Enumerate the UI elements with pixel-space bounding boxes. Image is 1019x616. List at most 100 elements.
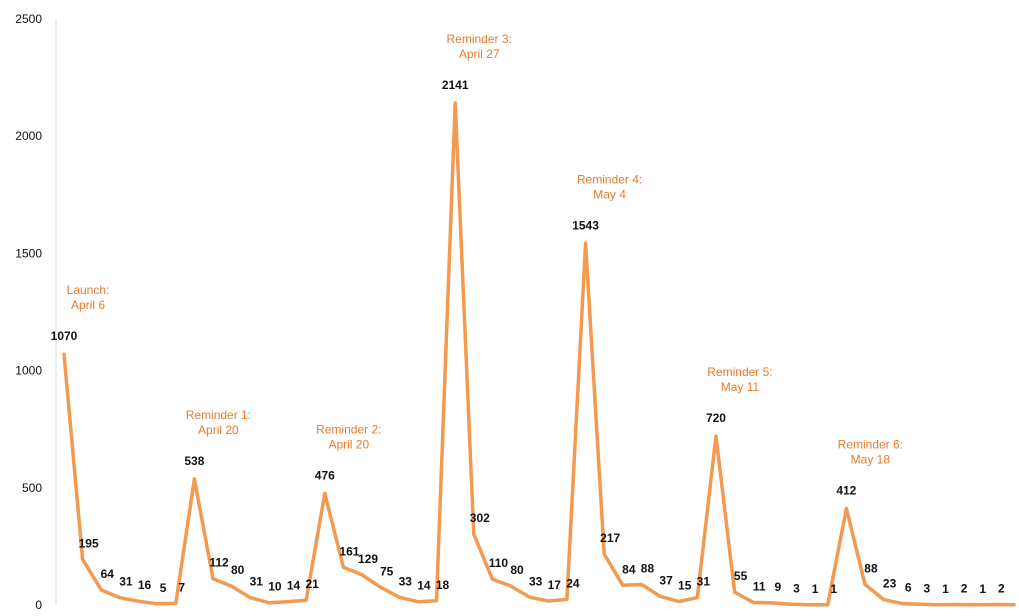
data-point bbox=[397, 595, 401, 599]
data-point bbox=[174, 601, 178, 605]
data-label: 1 bbox=[979, 582, 986, 596]
data-label: 5 bbox=[160, 581, 167, 595]
data-point bbox=[751, 600, 755, 604]
data-point bbox=[677, 599, 681, 603]
data-point bbox=[900, 602, 904, 606]
event-annotation: Reminder 4:May 4 bbox=[577, 172, 642, 201]
annotation-line: May 18 bbox=[851, 452, 891, 466]
data-point bbox=[323, 491, 327, 495]
data-point bbox=[453, 101, 457, 105]
data-label: 1543 bbox=[572, 218, 599, 232]
data-label: 412 bbox=[836, 483, 856, 497]
data-point bbox=[993, 603, 997, 607]
data-label: 10 bbox=[268, 580, 282, 594]
data-label: 64 bbox=[101, 567, 115, 581]
data-point bbox=[733, 590, 737, 594]
data-point bbox=[360, 573, 364, 577]
data-point bbox=[602, 552, 606, 556]
y-tick-label: 0 bbox=[35, 598, 42, 611]
data-point bbox=[621, 583, 625, 587]
data-label: 11 bbox=[753, 579, 766, 593]
y-tick-label: 2500 bbox=[15, 12, 42, 26]
annotation-line: Launch: bbox=[67, 283, 110, 297]
data-label: 2 bbox=[961, 582, 968, 596]
annotation-line: Reminder 5: bbox=[707, 365, 772, 379]
data-point bbox=[882, 598, 886, 602]
event-annotation: Reminder 1:April 20 bbox=[186, 408, 251, 437]
data-label: 17 bbox=[548, 578, 562, 592]
annotation-line: April 20 bbox=[328, 437, 369, 451]
data-label: 538 bbox=[184, 454, 204, 468]
data-point bbox=[546, 599, 550, 603]
data-label: 1 bbox=[830, 582, 837, 596]
y-tick-label: 1500 bbox=[15, 246, 42, 260]
data-point bbox=[118, 596, 122, 600]
y-tick-label: 1000 bbox=[15, 364, 42, 378]
y-tick-label: 500 bbox=[22, 481, 42, 495]
annotation-line: Reminder 3: bbox=[446, 32, 511, 46]
data-point bbox=[248, 596, 252, 600]
data-label: 37 bbox=[659, 573, 673, 587]
data-label: 129 bbox=[358, 552, 378, 566]
event-annotation: Launch:April 6 bbox=[67, 283, 110, 312]
data-point bbox=[211, 577, 215, 581]
data-label: 3 bbox=[793, 581, 800, 595]
data-label: 7 bbox=[178, 580, 185, 594]
data-label: 110 bbox=[489, 556, 509, 570]
data-point bbox=[937, 603, 941, 607]
data-point bbox=[192, 477, 196, 481]
data-label: 88 bbox=[864, 561, 878, 575]
data-label: 55 bbox=[734, 569, 748, 583]
data-point bbox=[137, 599, 141, 603]
data-point bbox=[379, 585, 383, 589]
data-point bbox=[956, 603, 960, 607]
data-point bbox=[286, 600, 290, 604]
event-annotation: Reminder 5:May 11 bbox=[707, 365, 772, 394]
data-label: 31 bbox=[119, 575, 133, 589]
data-label: 476 bbox=[315, 468, 335, 482]
data-label: 14 bbox=[417, 579, 431, 593]
annotation-line: Reminder 6: bbox=[838, 437, 903, 451]
data-point bbox=[472, 532, 476, 536]
annotation-line: April 6 bbox=[71, 298, 105, 312]
data-point bbox=[416, 600, 420, 604]
y-tick-label: 2000 bbox=[15, 129, 42, 143]
annotation-line: April 27 bbox=[459, 47, 500, 61]
data-point bbox=[304, 598, 308, 602]
data-label: 16 bbox=[138, 578, 152, 592]
data-point bbox=[639, 582, 643, 586]
data-point bbox=[695, 596, 699, 600]
annotation-line: April 20 bbox=[198, 423, 239, 437]
data-point bbox=[435, 599, 439, 603]
data-label: 302 bbox=[470, 511, 490, 525]
data-label: 24 bbox=[566, 576, 580, 590]
data-point bbox=[863, 582, 867, 586]
data-label: 31 bbox=[250, 575, 264, 589]
data-point bbox=[99, 588, 103, 592]
data-point bbox=[155, 602, 159, 606]
annotation-line: May 11 bbox=[721, 380, 760, 394]
data-point bbox=[230, 584, 234, 588]
data-point bbox=[788, 602, 792, 606]
data-point bbox=[528, 595, 532, 599]
data-label: 75 bbox=[380, 564, 394, 578]
event-annotation: Reminder 6:May 18 bbox=[838, 437, 903, 466]
data-label: 195 bbox=[79, 536, 99, 550]
data-label: 21 bbox=[305, 577, 319, 591]
data-label: 31 bbox=[697, 575, 711, 589]
data-label: 84 bbox=[622, 562, 636, 576]
data-label: 2141 bbox=[442, 78, 469, 92]
data-point bbox=[826, 603, 830, 607]
data-label: 33 bbox=[529, 574, 543, 588]
series-line bbox=[62, 101, 1016, 607]
data-label: 14 bbox=[287, 579, 301, 593]
series-line-group bbox=[62, 101, 1016, 607]
data-point bbox=[770, 601, 774, 605]
data-point bbox=[341, 565, 345, 569]
annotation-group: Launch:April 6 Reminder 1:April 20 Reminde… bbox=[67, 32, 903, 466]
data-point bbox=[714, 434, 718, 438]
data-point bbox=[490, 577, 494, 581]
